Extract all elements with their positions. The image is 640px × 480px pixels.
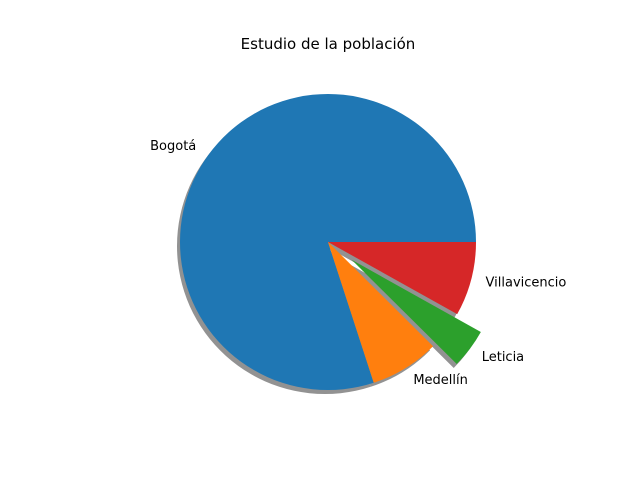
slice-bogota bbox=[180, 94, 476, 391]
slice-leticia bbox=[351, 259, 481, 365]
slice-label-villavicencio: Villavicencio bbox=[486, 276, 567, 291]
slice-label-medellin: Medellín bbox=[413, 373, 468, 388]
slice-medellin bbox=[328, 242, 434, 383]
slices bbox=[180, 94, 481, 391]
chart-title: Estudio de la población bbox=[241, 35, 416, 53]
slice-villavicencio bbox=[328, 242, 476, 315]
slice-label-leticia: Leticia bbox=[482, 350, 524, 365]
slice-labels: Bogotá Medellín Leticia Villavicencio bbox=[150, 139, 566, 388]
slice-label-bogota: Bogotá bbox=[150, 139, 196, 154]
